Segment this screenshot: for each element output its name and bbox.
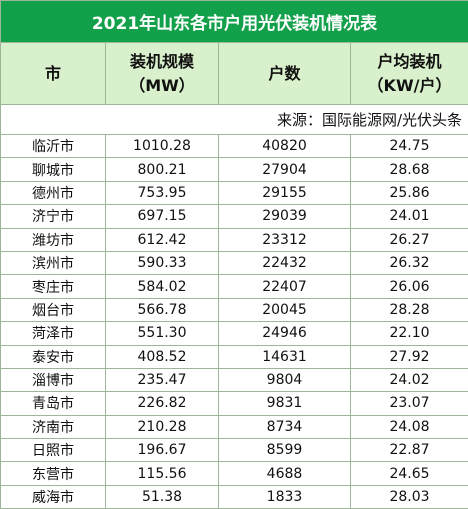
value-cell: 22.10 (349, 321, 468, 346)
value-cell: 8734 (218, 414, 351, 440)
city-cell: 烟台市 (0, 297, 106, 323)
data-row: 滨州市 590.33 22432 26.32 (0, 250, 468, 276)
data-row: 日照市 196.67 8599 22.87 (0, 438, 468, 463)
header-text: （MW） (129, 75, 195, 95)
city-cell: 青岛市 (0, 391, 106, 416)
data-row: 聊城市 800.21 27904 28.68 (0, 157, 468, 182)
city-cell: 潍坊市 (0, 227, 106, 252)
header-cell: 户均装机 （KW/户） (349, 42, 468, 105)
value-cell: 753.95 (105, 180, 219, 206)
data-row: 东营市 115.56 4688 24.65 (0, 461, 468, 486)
header-text: （KW/户） (367, 75, 452, 95)
value-cell: 51.38 (105, 484, 219, 509)
value-cell: 27904 (218, 157, 351, 182)
value-cell: 24.01 (349, 204, 468, 229)
data-row: 烟台市 566.78 20045 28.28 (0, 297, 468, 323)
value-cell: 210.28 (105, 414, 219, 440)
header-cell: 户数 (218, 42, 351, 105)
value-cell: 551.30 (105, 321, 219, 346)
value-cell: 26.27 (349, 227, 468, 252)
table-title: 2021年山东各市户用光伏装机情况表 (0, 0, 468, 43)
value-cell: 612.42 (105, 227, 219, 252)
city-cell: 枣庄市 (0, 274, 106, 299)
value-cell: 26.32 (349, 250, 468, 276)
value-cell: 590.33 (105, 250, 219, 276)
header-text: 市 (44, 63, 61, 83)
data-row: 威海市 51.38 1833 28.03 (0, 484, 468, 509)
value-cell: 22407 (218, 274, 351, 299)
city-cell: 菏泽市 (0, 321, 106, 346)
value-cell: 800.21 (105, 157, 219, 182)
value-cell: 24.65 (349, 461, 468, 486)
value-cell: 22.87 (349, 438, 468, 463)
value-cell: 4688 (218, 461, 351, 486)
city-cell: 泰安市 (0, 344, 106, 369)
value-cell: 27.92 (349, 344, 468, 369)
header-row: 市 装机规模 （MW） 户数 户均装机 （KW/户） (0, 42, 468, 105)
data-row: 德州市 753.95 29155 25.86 (0, 180, 468, 206)
value-cell: 9831 (218, 391, 351, 416)
city-cell: 济南市 (0, 414, 106, 440)
value-cell: 25.86 (349, 180, 468, 206)
value-cell: 115.56 (105, 461, 219, 486)
header-text: 装机规模 (129, 51, 194, 71)
value-cell: 24.02 (349, 367, 468, 393)
value-cell: 697.15 (105, 204, 219, 229)
value-cell: 566.78 (105, 297, 219, 323)
city-cell: 东营市 (0, 461, 106, 486)
value-cell: 226.82 (105, 391, 219, 416)
city-cell: 济宁市 (0, 204, 106, 229)
value-cell: 23312 (218, 227, 351, 252)
header-cell: 装机规模 （MW） (105, 42, 219, 105)
value-cell: 24.08 (349, 414, 468, 440)
city-cell: 聊城市 (0, 157, 106, 182)
city-cell: 威海市 (0, 484, 106, 509)
value-cell: 8599 (218, 438, 351, 463)
value-cell: 23.07 (349, 391, 468, 416)
value-cell: 24.75 (349, 133, 468, 159)
header-text: 户均装机 (377, 51, 442, 71)
value-cell: 40820 (218, 133, 351, 159)
value-cell: 9804 (218, 367, 351, 393)
city-cell: 淄博市 (0, 367, 106, 393)
value-cell: 28.03 (349, 484, 468, 509)
city-cell: 临沂市 (0, 133, 106, 159)
data-row: 枣庄市 584.02 22407 26.06 (0, 274, 468, 299)
value-cell: 1010.28 (105, 133, 219, 159)
value-cell: 196.67 (105, 438, 219, 463)
data-row: 青岛市 226.82 9831 23.07 (0, 391, 468, 416)
data-row: 济宁市 697.15 29039 24.01 (0, 204, 468, 229)
city-cell: 滨州市 (0, 250, 106, 276)
value-cell: 584.02 (105, 274, 219, 299)
data-row: 菏泽市 551.30 24946 22.10 (0, 321, 468, 346)
value-cell: 29039 (218, 204, 351, 229)
value-cell: 28.68 (349, 157, 468, 182)
value-cell: 26.06 (349, 274, 468, 299)
value-cell: 235.47 (105, 367, 219, 393)
city-cell: 日照市 (0, 438, 106, 463)
data-row: 潍坊市 612.42 23312 26.27 (0, 227, 468, 252)
city-cell: 德州市 (0, 180, 106, 206)
value-cell: 24946 (218, 321, 351, 346)
header-cell: 市 (0, 42, 106, 105)
value-cell: 22432 (218, 250, 351, 276)
value-cell: 29155 (218, 180, 351, 206)
source-note: 来源：国际能源网/光伏头条 (0, 104, 468, 135)
value-cell: 20045 (218, 297, 351, 323)
data-row: 济南市 210.28 8734 24.08 (0, 414, 468, 440)
title-row: 2021年山东各市户用光伏装机情况表 (0, 0, 468, 43)
source-row: 来源：国际能源网/光伏头条 (0, 104, 468, 135)
data-row: 淄博市 235.47 9804 24.02 (0, 367, 468, 393)
header-text: 户数 (268, 63, 301, 83)
value-cell: 14631 (218, 344, 351, 369)
value-cell: 1833 (218, 484, 351, 509)
data-row: 泰安市 408.52 14631 27.92 (0, 344, 468, 369)
value-cell: 408.52 (105, 344, 219, 369)
value-cell: 28.28 (349, 297, 468, 323)
data-row: 临沂市 1010.28 40820 24.75 (0, 133, 468, 159)
